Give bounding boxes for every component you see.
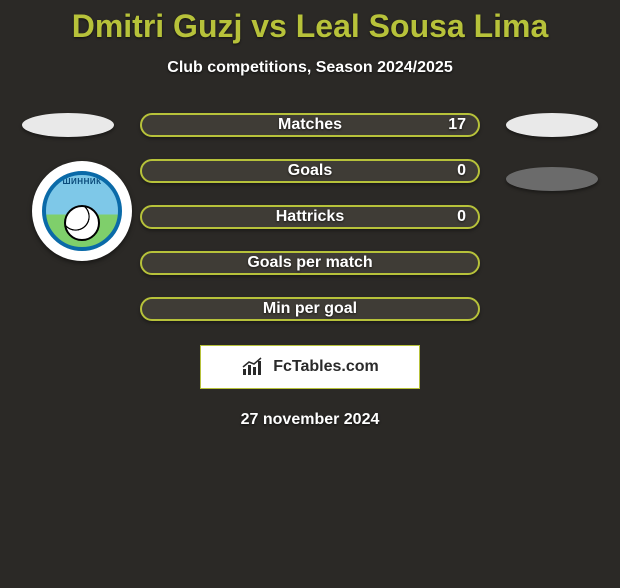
left-pill-1 — [22, 113, 114, 137]
bar-label: Min per goal — [263, 300, 357, 318]
bar-value-right: 0 — [457, 162, 466, 180]
crest-ball-icon — [64, 205, 100, 241]
bar-label: Matches — [278, 116, 342, 134]
bar-label: Hattricks — [276, 208, 344, 226]
bar-chart-icon — [241, 357, 269, 377]
right-pill-1 — [506, 113, 598, 137]
right-pill-2 — [506, 167, 598, 191]
page-date: 27 november 2024 — [10, 411, 610, 429]
brand-text: FcTables.com — [273, 358, 379, 376]
page-title: Dmitri Guzj vs Leal Sousa Lima — [10, 8, 610, 45]
crest-text: ШИННИК — [46, 177, 118, 186]
bar-min-per-goal: Min per goal — [140, 297, 480, 321]
bar-value-right: 0 — [457, 208, 466, 226]
bar-value-right: 17 — [448, 116, 466, 134]
bar-goals-per-match: Goals per match — [140, 251, 480, 275]
brand-box[interactable]: FcTables.com — [200, 345, 420, 389]
comparison-content: ШИННИК Matches 17 Goals 0 Hattricks 0 Go… — [10, 113, 610, 429]
bar-label: Goals per match — [247, 254, 372, 272]
bar-goals: Goals 0 — [140, 159, 480, 183]
page-subtitle: Club competitions, Season 2024/2025 — [10, 59, 610, 77]
crest-inner: ШИННИК — [42, 171, 122, 251]
left-player-pills — [22, 113, 114, 137]
bar-hattricks: Hattricks 0 — [140, 205, 480, 229]
stat-bars: Matches 17 Goals 0 Hattricks 0 Goals per… — [140, 113, 480, 321]
right-player-pills — [506, 113, 598, 191]
left-club-crest: ШИННИК — [32, 161, 132, 261]
bar-matches: Matches 17 — [140, 113, 480, 137]
bar-label: Goals — [288, 162, 332, 180]
